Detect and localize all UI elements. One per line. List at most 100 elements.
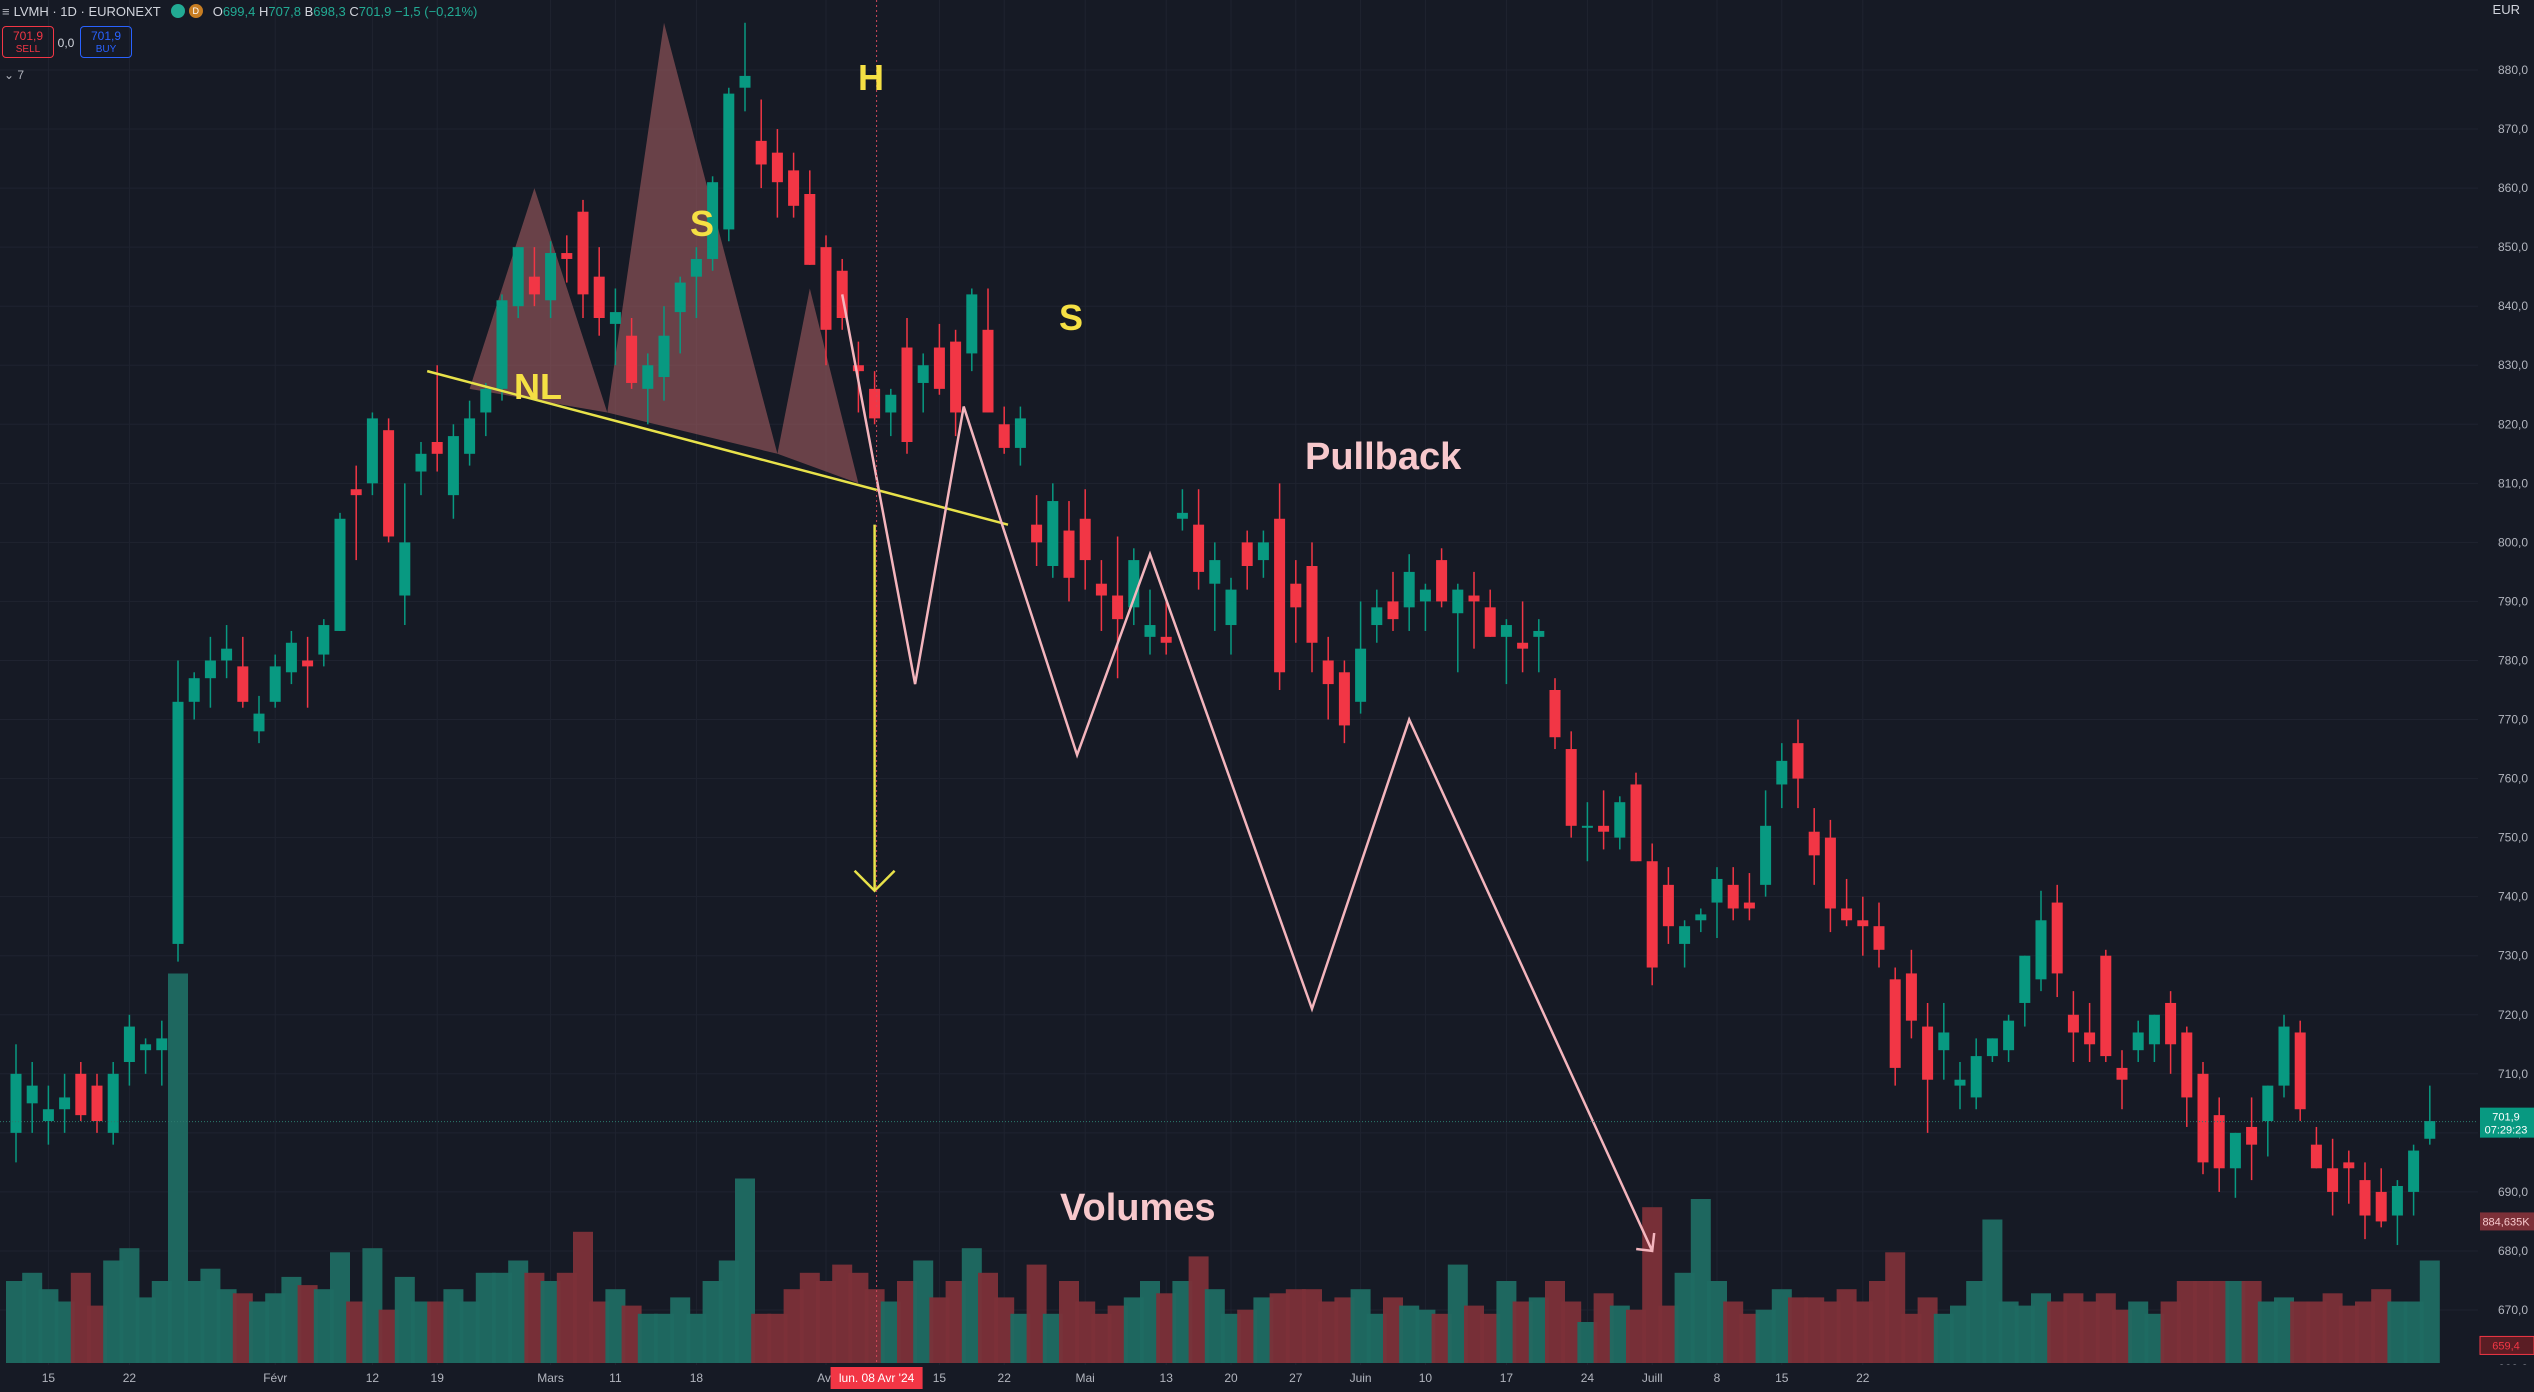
- candle-body: [2084, 1032, 2096, 1045]
- candle-body: [123, 1026, 135, 1062]
- candle-body: [253, 713, 265, 732]
- volume-bar: [913, 1260, 934, 1363]
- volume-bar: [1350, 1289, 1371, 1363]
- volume-bar: [1221, 1313, 1241, 1363]
- volume-bar: [1998, 1301, 2019, 1363]
- volume-bar: [2338, 1305, 2359, 1363]
- price-tick-label: 790,0: [2498, 594, 2528, 608]
- volume-bar: [1852, 1301, 1873, 1363]
- price-tick-label: 820,0: [2498, 417, 2528, 431]
- price-tick-label: 710,0: [2498, 1067, 2528, 1081]
- low-value: 698,3: [313, 3, 346, 19]
- volume-bar: [864, 1289, 885, 1363]
- volume-bar: [2193, 1281, 2213, 1363]
- candle-body: [1160, 636, 1172, 643]
- time-tick-label: 10: [1419, 1371, 1433, 1385]
- candle-body: [350, 489, 362, 496]
- currency-label[interactable]: EUR: [2492, 2, 2520, 17]
- drawing-overlays: [0, 0, 2478, 1365]
- menu-icon[interactable]: ≡: [2, 3, 10, 19]
- volume-bar: [1577, 1322, 1598, 1363]
- candle-body: [2294, 1032, 2306, 1110]
- candle-body: [1517, 642, 1529, 649]
- time-tick-label: 20: [1224, 1371, 1238, 1385]
- volume-bar: [1512, 1301, 1533, 1363]
- candle-body: [172, 701, 184, 944]
- volume-bar: [1658, 1305, 1679, 1363]
- volume-bar: [1480, 1313, 1501, 1363]
- candle-body: [723, 93, 735, 230]
- target-arrowhead: [853, 869, 896, 893]
- price-tick-label: 810,0: [2498, 476, 2528, 490]
- candle-body: [188, 678, 200, 702]
- price-tick-label: 800,0: [2498, 535, 2528, 549]
- candle-body: [91, 1085, 103, 1122]
- volume-bars: [6, 973, 2440, 1363]
- candle-body: [1565, 749, 1577, 826]
- candle-body: [269, 666, 281, 702]
- sell-button[interactable]: 701,9 SELL: [2, 26, 54, 58]
- volume-bar: [929, 1297, 950, 1363]
- candle-body: [1824, 837, 1836, 909]
- price-tick-label: 670,0: [2498, 1303, 2528, 1317]
- volume-bar: [2290, 1301, 2311, 1363]
- volume-bar: [394, 1276, 415, 1363]
- candle-body: [1047, 501, 1059, 566]
- time-tick-label: 12: [366, 1371, 380, 1385]
- indicators-toggle[interactable]: ⌄ 7: [4, 68, 24, 82]
- candle-body: [577, 211, 589, 295]
- price-axis: 880,0 870,0 860,0 850,0 840,0 830,0 820,0 810,0…: [2478, 0, 2534, 1392]
- candle-body: [156, 1038, 168, 1051]
- label-left-shoulder: S: [690, 203, 714, 244]
- volume-bar: [2209, 1281, 2230, 1363]
- pattern-fill: [777, 288, 859, 484]
- candle-body: [464, 418, 476, 454]
- countdown-value: 07:29:23: [2485, 1125, 2528, 1137]
- candle-body: [1905, 973, 1917, 1021]
- candle-body: [334, 518, 346, 631]
- last-price-tag: [2480, 1107, 2534, 1138]
- price-tick-label: 730,0: [2498, 949, 2528, 963]
- volume-bar: [1431, 1313, 1452, 1363]
- volume-bar: [1496, 1281, 1517, 1363]
- volume-bar: [6, 1281, 26, 1363]
- candle-body: [901, 347, 913, 442]
- candle-body: [383, 430, 395, 537]
- price-tick-label: 840,0: [2498, 299, 2528, 313]
- price-axis-bg: [2478, 0, 2534, 1392]
- candle-body: [1484, 607, 1496, 637]
- sell-label: SELL: [15, 44, 41, 55]
- volume-bar: [1707, 1281, 1727, 1363]
- time-tick-label: 17: [1500, 1371, 1514, 1385]
- volume-bar: [297, 1285, 318, 1363]
- time-tick-label: 22: [123, 1371, 137, 1385]
- candle-body: [1468, 595, 1480, 602]
- volume-bar: [897, 1281, 917, 1363]
- candle-body: [1922, 1026, 1934, 1080]
- volume-bar: [232, 1293, 253, 1363]
- volume-bar: [87, 1305, 107, 1363]
- price-tick-label: 880,0: [2498, 63, 2528, 77]
- volume-bar: [654, 1313, 674, 1363]
- symbol-header: ≡ LVMH · 1D · EURONEXT D O699,4 H707,8 B…: [0, 0, 477, 22]
- time-tick-label: Juin: [1350, 1371, 1372, 1385]
- volume-bar: [621, 1305, 642, 1363]
- volume-bar: [1869, 1281, 1889, 1363]
- symbol-title[interactable]: LVMH · 1D · EURONEXT: [13, 3, 161, 19]
- candle-body: [399, 542, 411, 596]
- price-tick-label: 680,0: [2498, 1244, 2528, 1258]
- volume-bar: [961, 1248, 982, 1363]
- candle-body: [2359, 1180, 2371, 1216]
- candles: [10, 22, 2436, 1246]
- volume-bar: [605, 1289, 626, 1363]
- buy-button[interactable]: 701,9 BUY: [80, 26, 132, 58]
- volume-bar: [2225, 1281, 2246, 1363]
- candle-body: [674, 282, 686, 313]
- volume-bar: [2257, 1301, 2278, 1363]
- volume-bar: [994, 1297, 1015, 1363]
- candle-body: [1031, 524, 1043, 543]
- candle-body: [107, 1073, 119, 1133]
- candle-body: [804, 194, 816, 265]
- candle-body: [1063, 530, 1075, 578]
